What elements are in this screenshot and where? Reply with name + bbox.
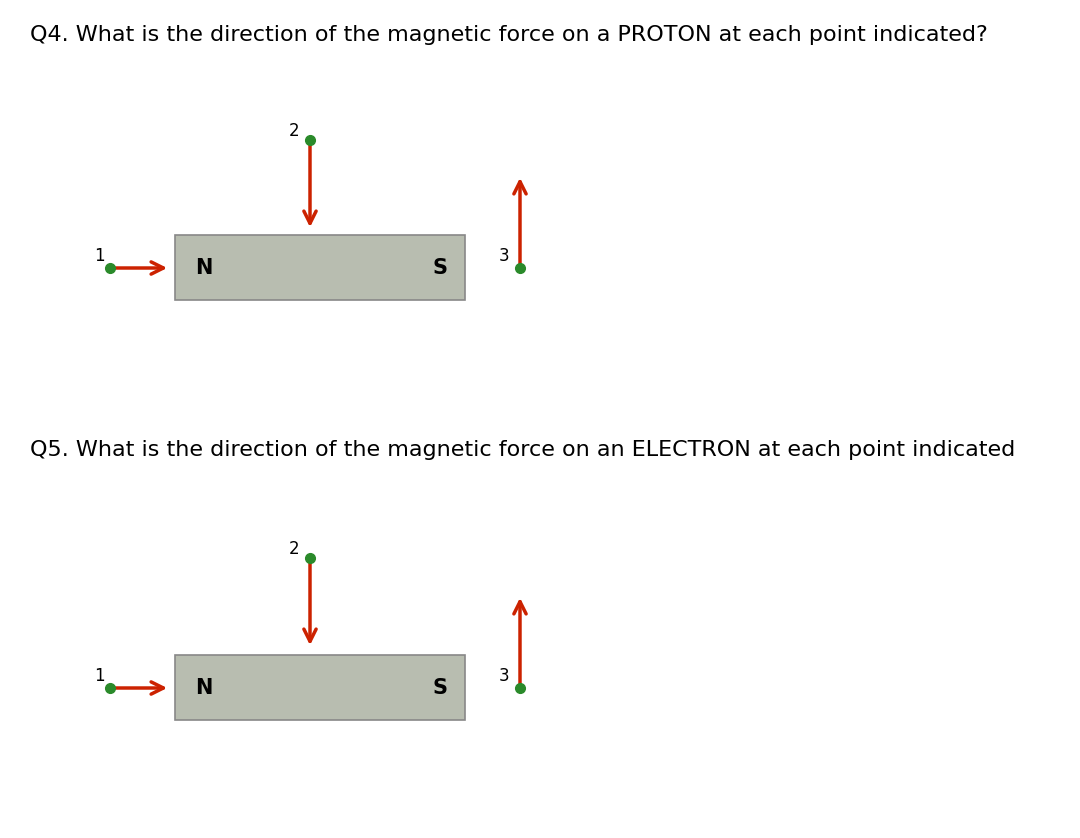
Text: 3: 3: [499, 247, 510, 265]
Text: 1: 1: [94, 667, 105, 685]
Text: S: S: [432, 678, 447, 698]
Bar: [175, 655, 465, 720]
Text: S: S: [432, 258, 447, 278]
Bar: [175, 235, 465, 300]
Text: N: N: [195, 678, 213, 698]
Text: 2: 2: [289, 122, 299, 140]
Text: N: N: [195, 258, 213, 278]
Text: 3: 3: [499, 667, 510, 685]
Text: Q4. What is the direction of the magnetic force on a PROTON at each point indica: Q4. What is the direction of the magneti…: [30, 25, 988, 45]
Text: 1: 1: [94, 247, 105, 265]
Text: 2: 2: [289, 540, 299, 558]
Text: Q5. What is the direction of the magnetic force on an ELECTRON at each point ind: Q5. What is the direction of the magneti…: [30, 440, 1015, 460]
